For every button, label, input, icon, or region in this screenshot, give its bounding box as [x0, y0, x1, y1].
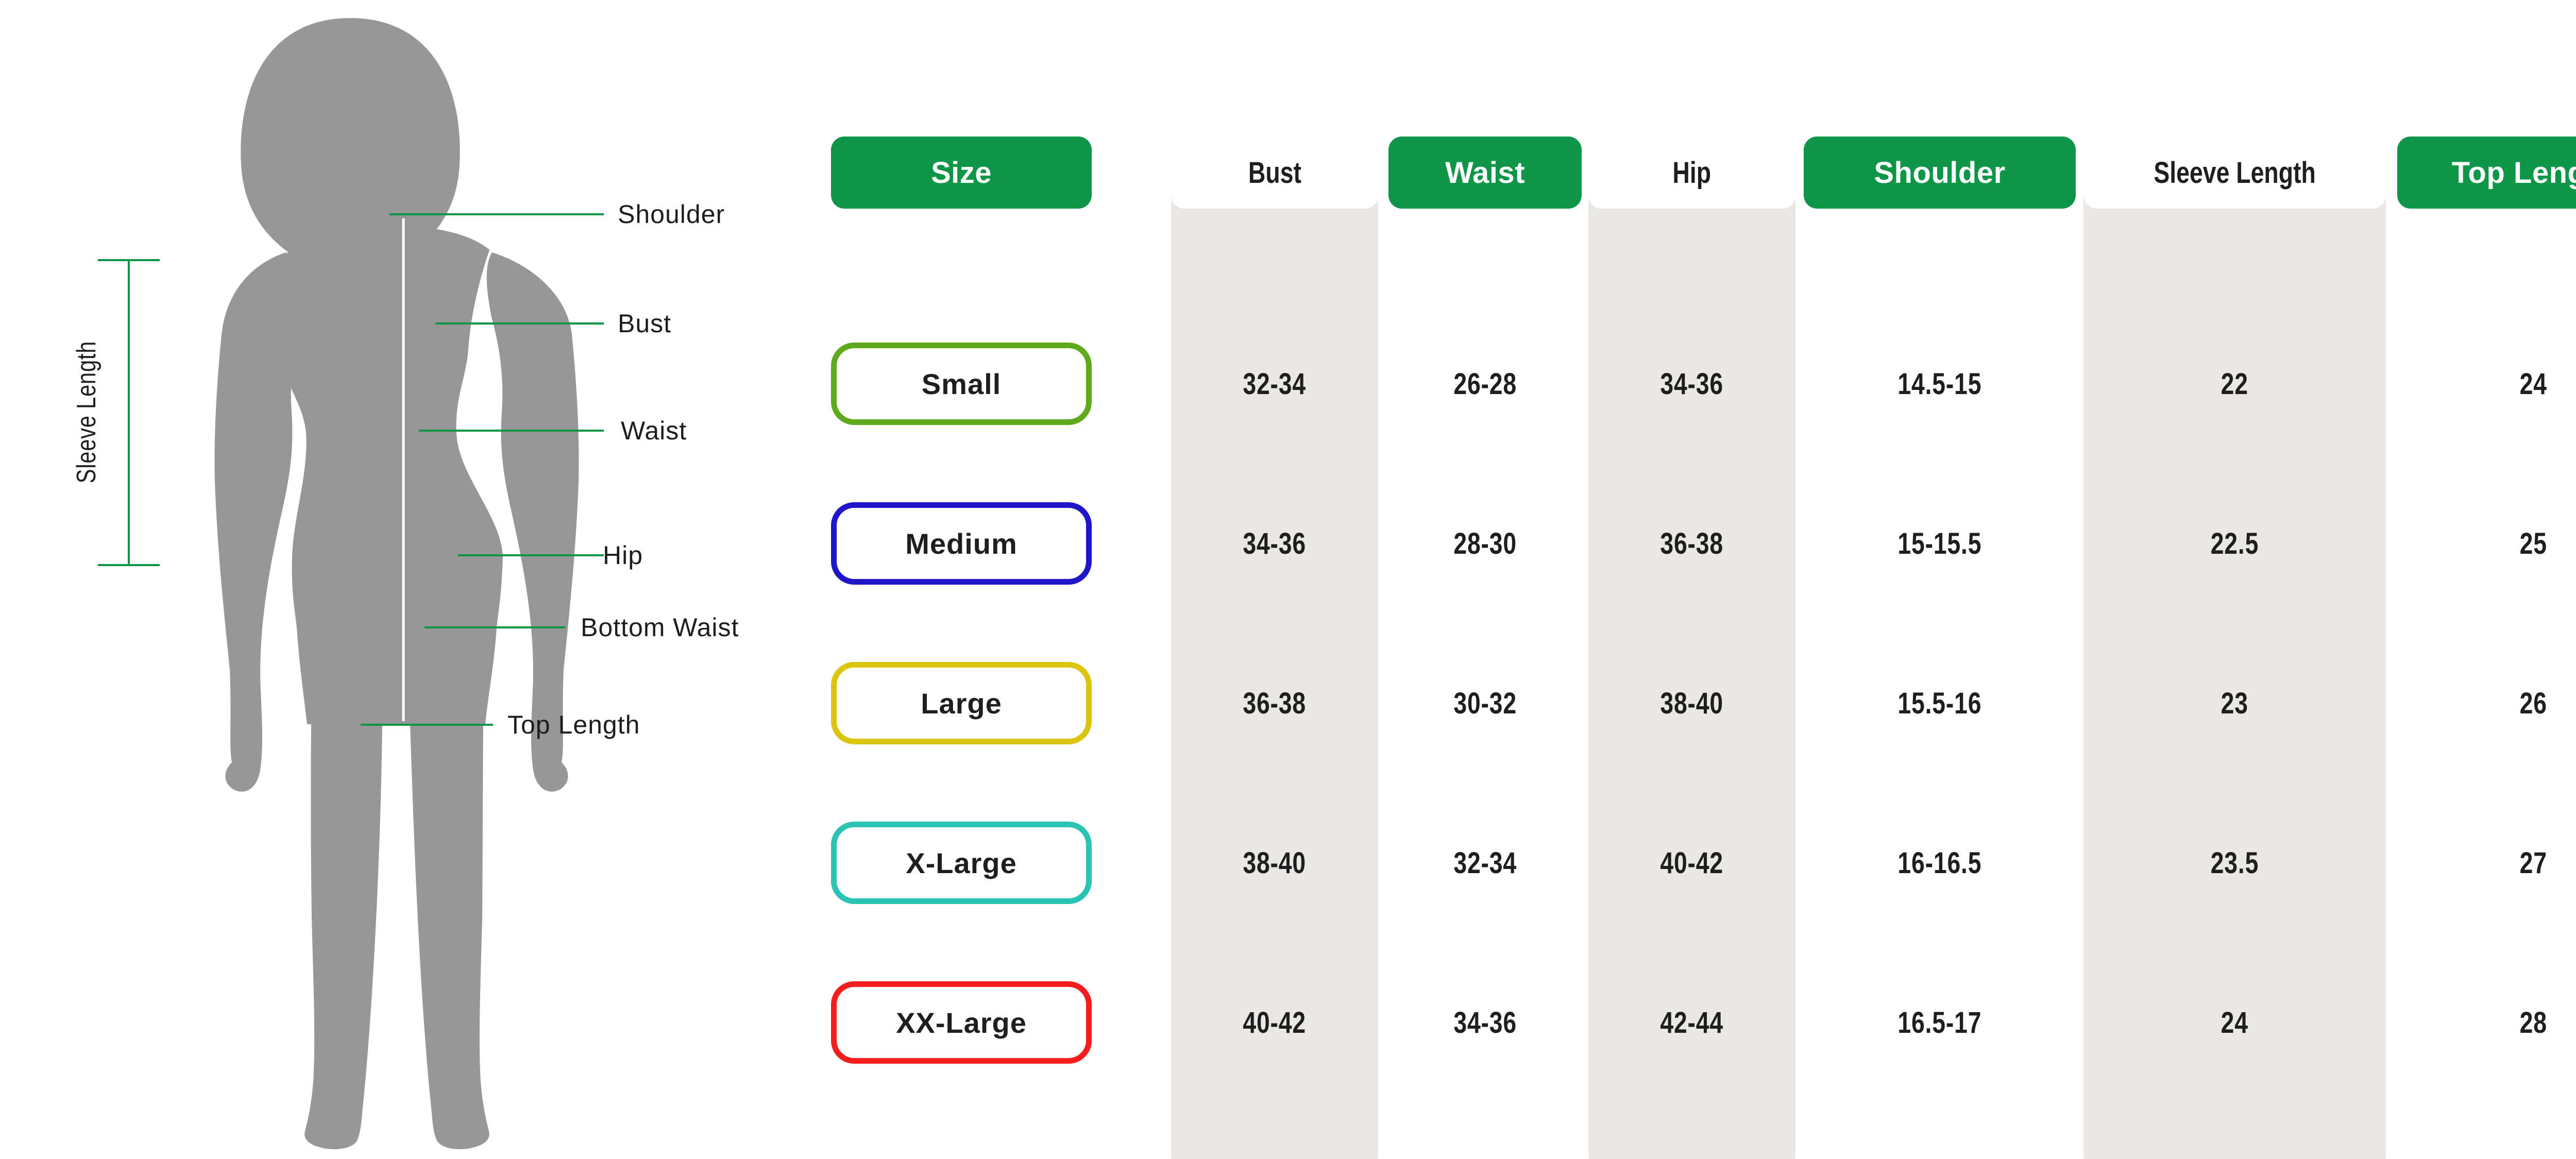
column-hip-values: 34-36 36-38 38-40 40-42 42-44: [1588, 195, 1795, 1159]
column-hip: Hip 34-36 36-38 38-40 40-42 42-44: [1588, 137, 1795, 1159]
size-row-large: Large: [831, 623, 1092, 783]
cell-value: 34-36: [1660, 367, 1724, 401]
column-size: Size Small Medium Large: [831, 137, 1092, 1159]
size-pill-xx-large: XX-Large: [831, 981, 1092, 1064]
size-pill-list: Small Medium Large X-Large: [831, 209, 1092, 1159]
header-hip: Hip: [1588, 137, 1795, 209]
cell-value: 28: [2519, 1005, 2547, 1039]
cell-value: 22.5: [2210, 526, 2259, 560]
size-pill-large: Large: [831, 662, 1092, 744]
cell-value: 14.5-15: [1897, 367, 1982, 401]
size-pill-x-large: X-Large: [831, 822, 1092, 904]
header-size: Size: [831, 137, 1092, 209]
cell-value: 34-36: [1453, 1005, 1517, 1039]
column-sleeve-length: Sleeve Length 22 22.5 23 23.5 24: [2083, 137, 2386, 1159]
column-top-length-values: 24 25 26 27 28: [2397, 209, 2576, 1159]
label-waist: Waist: [621, 416, 687, 445]
header-waist: Waist: [1388, 137, 1582, 209]
cell-value: 24: [2519, 367, 2547, 401]
cell-value: 40-42: [1243, 1005, 1307, 1039]
column-shoulder: Shoulder 14.5-15 15-15.5 15.5-16 16-16.5…: [1804, 137, 2076, 1159]
cell-value: 28-30: [1453, 526, 1517, 560]
cell-value: 30-32: [1453, 686, 1517, 720]
label-bottom-waist: Bottom Waist: [581, 613, 739, 642]
cell-value: 15-15.5: [1897, 526, 1982, 560]
header-top-length: Top Length: [2397, 137, 2576, 209]
size-row-x-large: X-Large: [831, 783, 1092, 943]
label-bust: Bust: [618, 309, 672, 338]
size-pill-label: Medium: [905, 527, 1018, 560]
size-row-medium: Medium: [831, 464, 1092, 623]
cell-value: 36-38: [1243, 686, 1307, 720]
size-table: Size Small Medium Large: [831, 137, 2576, 1159]
cell-value: 15.5-16: [1897, 686, 1982, 720]
cell-value: 24: [2221, 1005, 2249, 1039]
size-pill-small: Small: [831, 343, 1092, 425]
size-pill-label: Small: [921, 367, 1002, 400]
cell-value: 23: [2221, 686, 2249, 720]
column-sleeve-length-values: 22 22.5 23 23.5 24: [2083, 195, 2386, 1159]
size-pill-label: X-Large: [906, 846, 1017, 879]
cell-value: 22: [2221, 367, 2249, 401]
cell-value: 23.5: [2210, 846, 2259, 880]
column-bust-values: 32-34 34-36 36-38 38-40 40-42: [1171, 195, 1378, 1159]
cell-value: 34-36: [1243, 526, 1307, 560]
header-bust: Bust: [1171, 137, 1378, 209]
cell-value: 27: [2519, 846, 2547, 880]
cell-value: 38-40: [1243, 846, 1307, 880]
cell-value: 42-44: [1660, 1005, 1724, 1039]
header-shoulder: Shoulder: [1804, 137, 2076, 209]
cell-value: 32-34: [1243, 367, 1307, 401]
label-top-length: Top Length: [507, 710, 640, 739]
cell-value: 16-16.5: [1897, 846, 1982, 880]
size-pill-medium: Medium: [831, 502, 1092, 585]
cell-value: 40-42: [1660, 846, 1724, 880]
size-row-xx-large: XX-Large: [831, 943, 1092, 1102]
column-shoulder-values: 14.5-15 15-15.5 15.5-16 16-16.5 16.5-17: [1804, 209, 2076, 1159]
column-top-length: Top Length 24 25 26 27 28: [2397, 137, 2576, 1159]
measurement-lines: [98, 213, 604, 726]
size-row-small: Small: [831, 304, 1092, 464]
cell-value: 25: [2519, 526, 2547, 560]
cell-value: 26-28: [1453, 367, 1517, 401]
label-sleeve-length: Sleeve Length: [72, 340, 101, 484]
cell-value: 38-40: [1660, 686, 1724, 720]
column-waist-values: 26-28 28-30 30-32 32-34 34-36: [1388, 209, 1582, 1159]
size-pill-label: Large: [921, 687, 1002, 720]
label-hip: Hip: [603, 541, 643, 570]
column-waist: Waist 26-28 28-30 30-32 32-34 34-36: [1388, 137, 1582, 1159]
label-shoulder: Shoulder: [618, 200, 725, 229]
header-sleeve-length: Sleeve Length: [2083, 137, 2386, 209]
cell-value: 36-38: [1660, 526, 1724, 560]
size-pill-label: XX-Large: [896, 1006, 1027, 1039]
cell-value: 32-34: [1453, 846, 1517, 880]
cell-value: 16.5-17: [1897, 1005, 1982, 1039]
female-body-silhouette: [214, 18, 579, 1150]
column-bust: Bust 32-34 34-36 36-38 38-40 40-42: [1171, 137, 1378, 1159]
cell-value: 26: [2519, 686, 2547, 720]
